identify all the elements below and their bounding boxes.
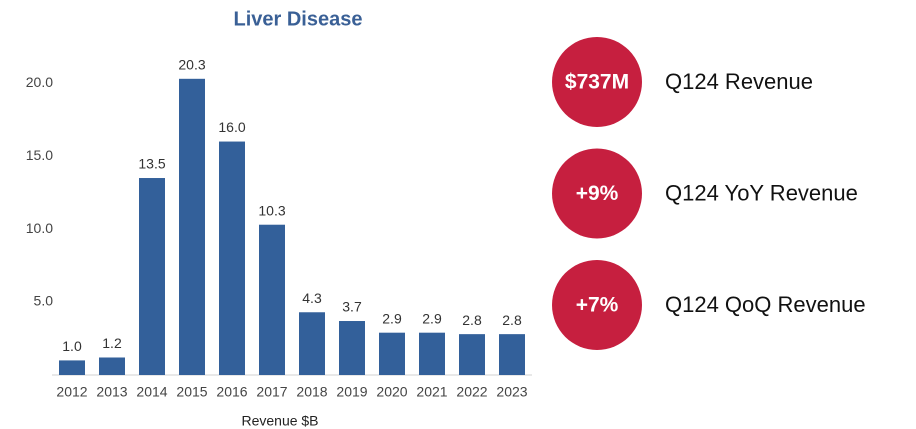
x-tick-label: 2022 [456,384,487,400]
chart-title: Liver Disease [234,8,363,30]
kpi-value: +7% [576,294,619,317]
value-label: 16.0 [218,119,245,135]
kpi-value: +9% [576,182,619,205]
kpi-label: Q124 QoQ Revenue [665,292,866,317]
y-tick-label: 15.0 [26,147,53,163]
bar [459,334,485,375]
value-label: 2.9 [422,310,442,326]
value-label: 2.8 [462,312,482,328]
x-axis-label: Revenue $B [241,413,318,429]
bar [59,360,85,375]
bar [419,332,445,375]
bar [299,312,325,375]
bar [259,224,285,375]
x-tick-label: 2012 [56,384,87,400]
kpi-circle [552,148,642,239]
y-tick-label: 10.0 [26,220,53,236]
x-tick-label: 2014 [136,384,167,400]
value-label: 20.3 [178,57,205,73]
x-tick-label: 2018 [296,384,327,400]
x-tick-label: 2020 [376,384,407,400]
value-label: 2.8 [502,312,522,328]
x-tick-label: 2016 [216,384,247,400]
value-label: 4.3 [302,290,322,306]
value-label: 13.5 [138,156,165,172]
kpi-value: $737M [565,71,629,94]
value-label: 10.3 [258,202,285,218]
x-tick-label: 2019 [336,384,367,400]
kpi-circle [552,37,642,127]
bar [139,178,165,375]
bar [499,334,525,375]
y-tick-label: 20.0 [26,74,53,90]
x-tick-label: 2021 [416,384,447,400]
kpi-label: Q124 YoY Revenue [665,180,858,205]
bar [99,357,125,375]
kpi-label: Q124 Revenue [665,69,813,94]
x-tick-label: 2013 [96,384,127,400]
value-label: 3.7 [342,299,362,315]
bar [339,321,365,375]
x-tick-label: 2017 [256,384,287,400]
x-tick-label: 2015 [176,384,207,400]
bar [379,332,405,375]
y-tick-label: 5.0 [34,293,54,309]
bar [179,78,205,376]
value-label: 1.2 [102,335,122,351]
bar [219,141,245,375]
value-label: 2.9 [382,310,402,326]
kpi-circle [552,260,642,350]
x-tick-label: 2023 [496,384,527,400]
value-label: 1.0 [62,338,82,354]
